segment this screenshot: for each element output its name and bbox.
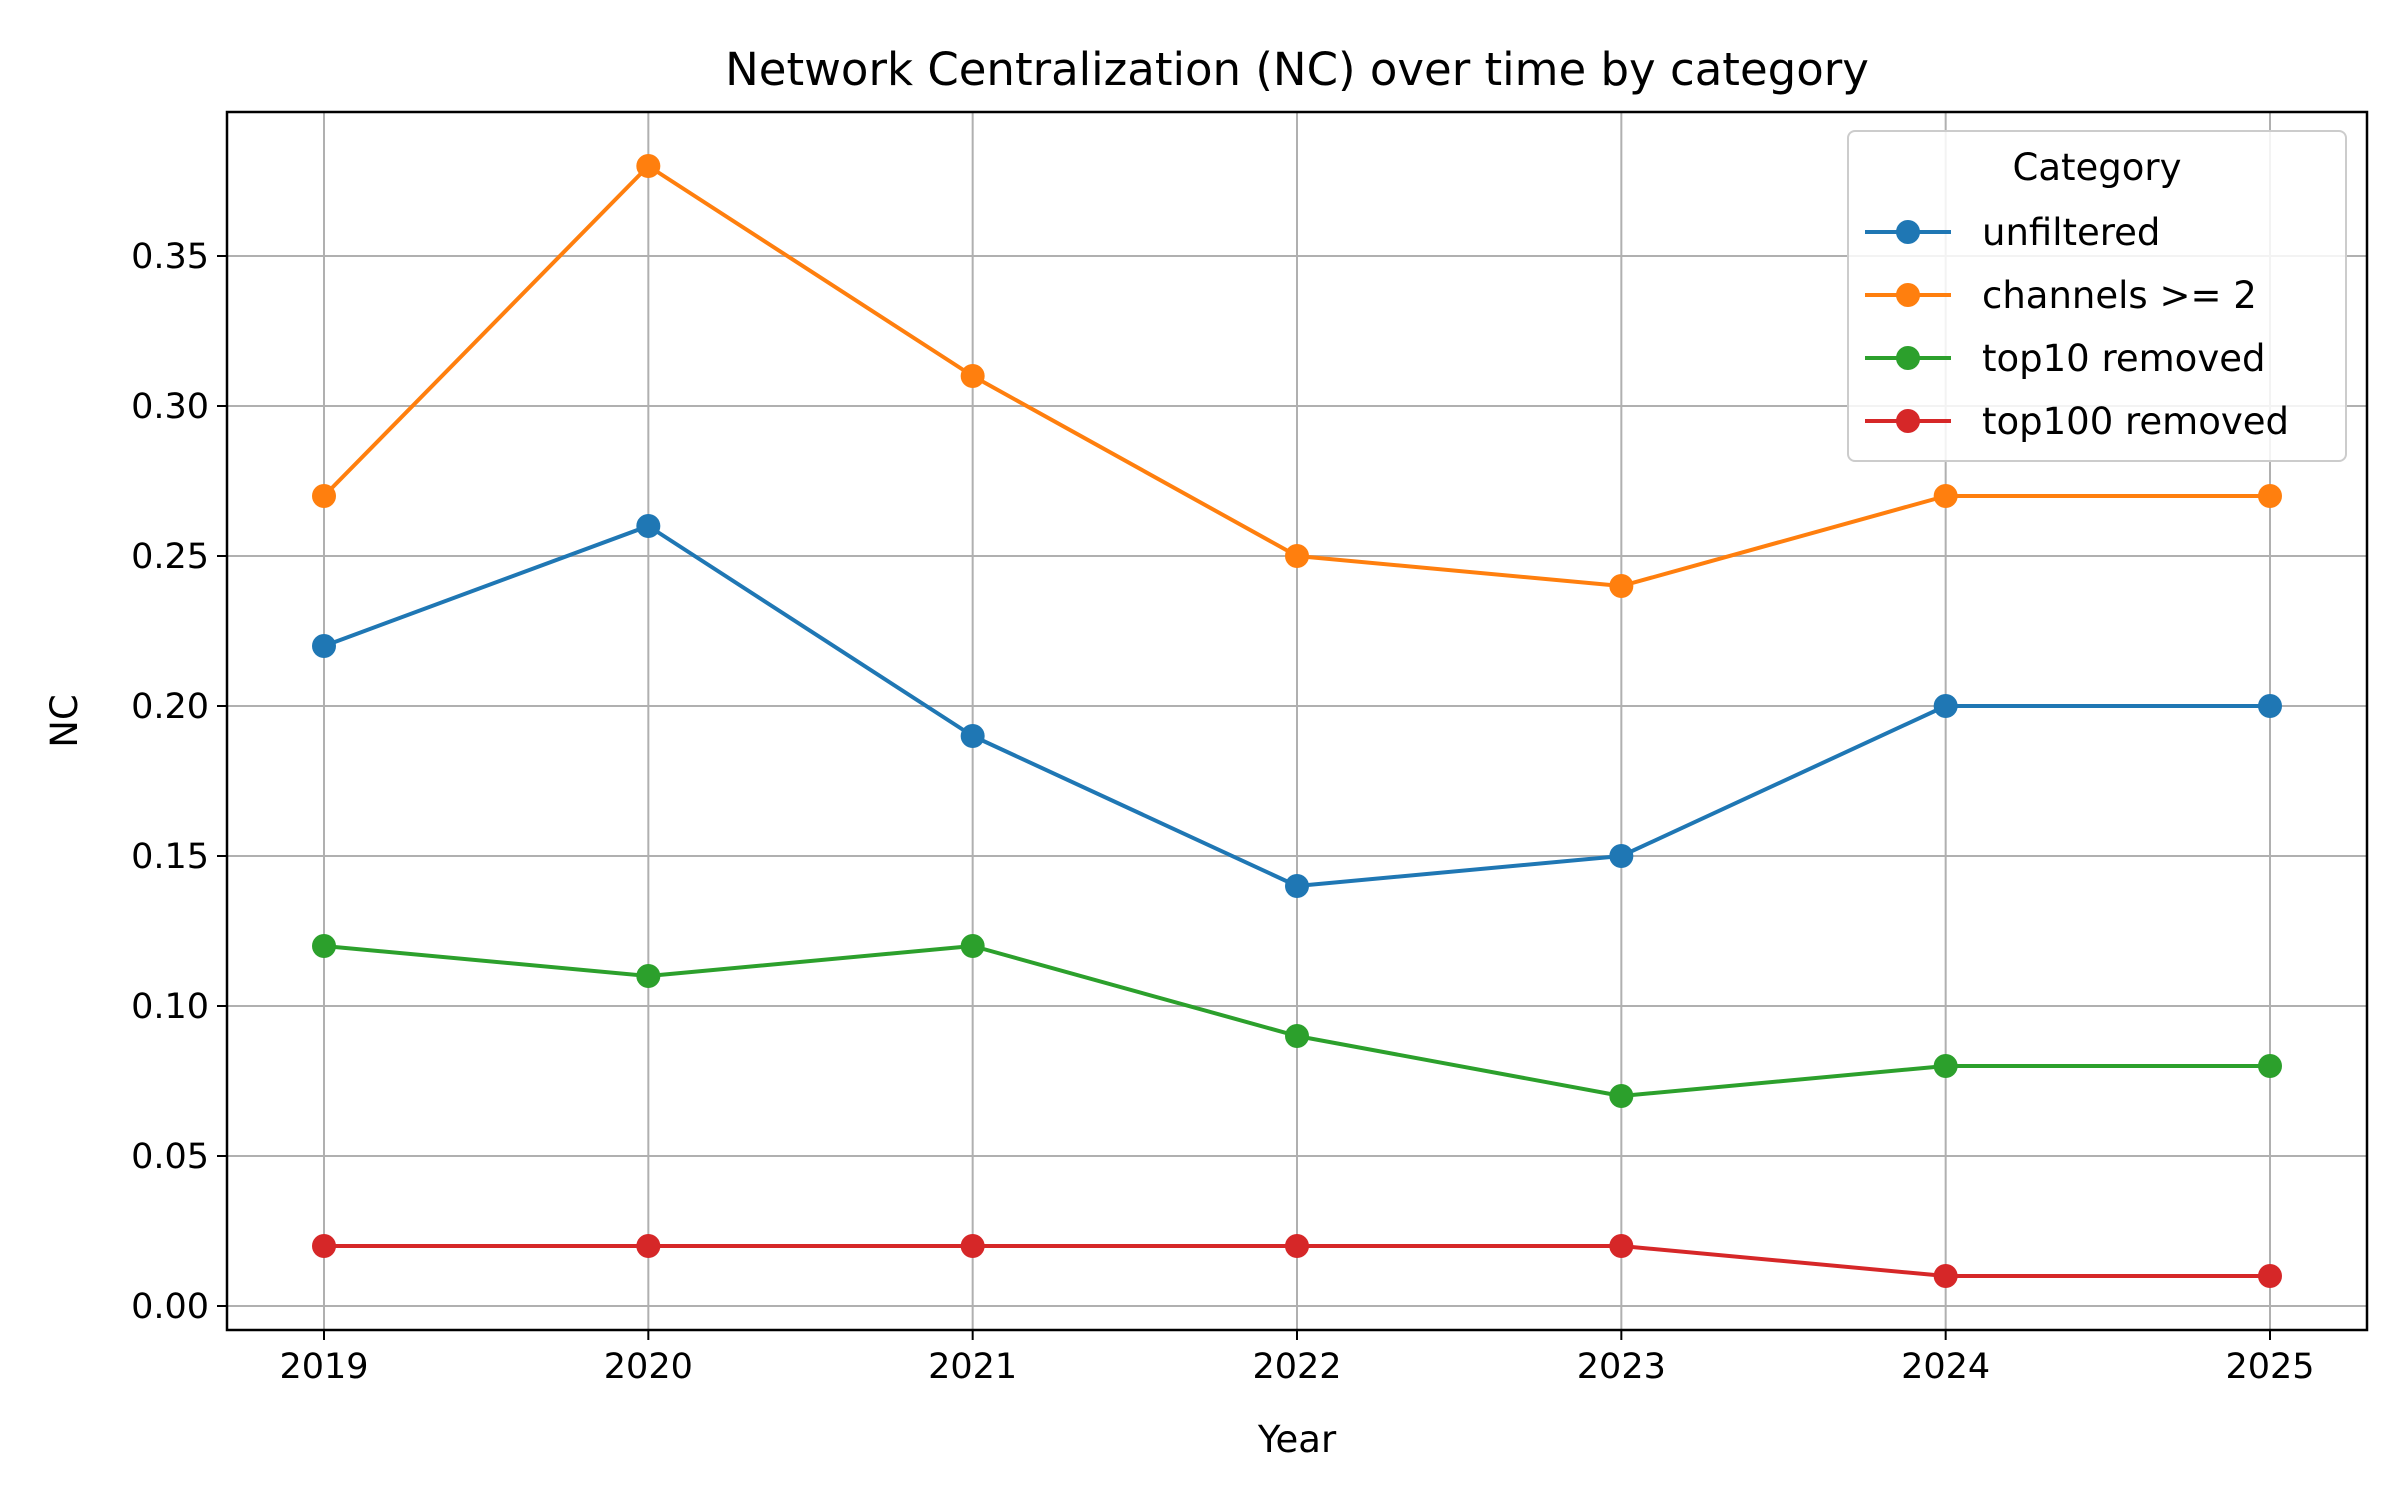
x-tick-label: 2025 [2225,1347,2314,1387]
data-point [312,1234,336,1258]
data-point [960,724,985,748]
data-point [960,934,985,958]
legend-item: top100 removed [1865,400,2289,443]
y-tick-label: 0.30 [131,387,209,427]
data-point [2258,694,2282,718]
data-point [2258,1264,2282,1288]
legend-title: Category [2012,146,2181,189]
legend-item: top10 removed [1865,337,2265,380]
x-tick-label: 2021 [928,1347,1017,1387]
legend-marker [1896,346,1920,370]
series-3 [312,1234,2282,1288]
legend-marker [1896,409,1920,433]
data-point [312,634,336,658]
series-layer [312,154,2282,1288]
y-tick-label: 0.10 [131,987,209,1027]
y-tick-label: 0.20 [131,687,209,727]
data-point [1933,1054,1958,1078]
data-point [1285,1234,1309,1258]
data-point [2258,1054,2282,1078]
y-tick-label: 0.25 [131,537,209,577]
x-axis: 2019 2020 2021 2022 2023 2024 2025 [279,1330,2315,1387]
y-tick-label: 0.15 [131,837,209,877]
data-point [1285,874,1309,898]
legend-item: channels >= 2 [1865,274,2257,317]
x-tick-label: 2019 [279,1347,368,1387]
data-point [312,484,336,508]
y-axis: 0.00 0.05 0.10 0.15 0.20 0.25 0.30 0.35 [131,237,227,1327]
legend-items: unfiltered channels >= 2 top10 removed top1… [1865,211,2289,443]
data-point [1933,694,1958,718]
data-point [1285,544,1309,568]
x-axis-label: Year [1257,1418,1337,1461]
data-point [1609,844,1634,868]
legend-marker [1896,283,1920,307]
data-point [1609,1234,1634,1258]
y-tick-label: 0.35 [131,237,209,277]
legend-label: channels >= 2 [1982,274,2257,317]
legend-marker [1896,220,1920,244]
data-point [636,964,661,988]
data-point [1933,1264,1958,1288]
y-axis-label: NC [43,694,86,748]
data-point [636,514,661,538]
legend-label: top10 removed [1982,337,2265,380]
legend-box [1847,130,2347,462]
legend-label: top100 removed [1982,400,2289,443]
y-tick-label: 0.05 [131,1137,209,1177]
y-tick-label: 0.00 [131,1287,209,1327]
series-2 [312,934,2282,1108]
chart-title: Network Centralization (NC) over time by… [725,43,1869,96]
data-point [960,1234,985,1258]
series-1 [312,154,2282,598]
grid [227,112,2367,1330]
data-point [312,934,336,958]
x-tick-label: 2022 [1252,1347,1341,1387]
data-point [636,154,661,178]
legend-label: unfiltered [1982,211,2160,254]
x-tick-label: 2020 [604,1347,693,1387]
data-point [1609,1084,1634,1108]
data-point [1285,1024,1309,1048]
data-point [960,364,985,388]
data-point [1609,574,1634,598]
data-point [1933,484,1958,508]
data-point [636,1234,661,1258]
legend: Category unfiltered channels >= 2 top10 re… [1847,130,2347,462]
data-point [2258,484,2282,508]
x-tick-label: 2024 [1901,1347,1990,1387]
legend-item: unfiltered [1865,211,2160,254]
x-tick-label: 2023 [1577,1347,1666,1387]
series-0 [312,514,2282,898]
